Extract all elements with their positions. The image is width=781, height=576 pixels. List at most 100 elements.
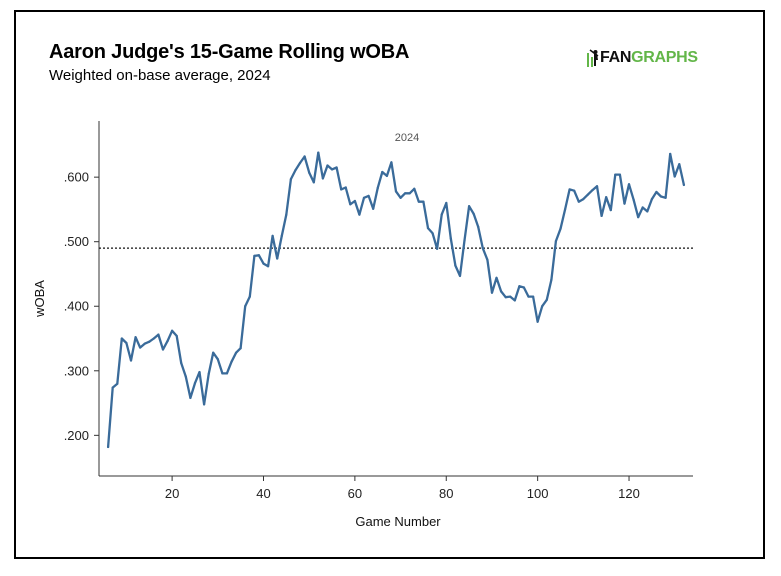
data-point — [618, 173, 621, 176]
data-point — [184, 375, 187, 378]
data-points — [107, 151, 685, 449]
data-point — [632, 198, 635, 201]
data-point — [161, 348, 165, 351]
data-point — [148, 340, 151, 343]
data-point — [125, 341, 128, 345]
data-point — [468, 205, 471, 208]
data-point — [509, 295, 512, 298]
data-point — [335, 166, 338, 169]
data-point — [344, 186, 347, 189]
data-point — [175, 334, 178, 338]
data-point — [536, 320, 539, 323]
y-tick-label: .400 — [64, 299, 89, 314]
data-point — [166, 340, 169, 343]
chart-frame — [14, 10, 765, 559]
data-point — [531, 295, 535, 298]
x-tick-label: 80 — [439, 486, 453, 501]
data-point — [216, 358, 219, 361]
data-point — [367, 194, 370, 197]
data-point — [545, 298, 548, 301]
x-axis-label: Game Number — [355, 514, 441, 529]
x-tick-label: 100 — [527, 486, 549, 501]
data-point — [623, 202, 626, 205]
data-point — [253, 254, 256, 257]
data-point — [326, 164, 329, 167]
data-point — [449, 237, 452, 240]
data-point — [586, 193, 590, 196]
data-point — [440, 213, 443, 216]
data-point — [308, 171, 311, 174]
data-point — [244, 305, 247, 308]
data-point — [234, 351, 238, 354]
data-point — [641, 206, 644, 209]
data-point — [340, 188, 343, 191]
data-point — [266, 265, 270, 268]
data-point — [659, 195, 663, 198]
data-point — [280, 234, 283, 237]
data-point — [445, 201, 448, 205]
data-point — [527, 295, 530, 298]
data-point — [257, 254, 261, 257]
data-point — [294, 168, 297, 172]
data-point — [595, 185, 599, 188]
data-point — [664, 196, 667, 199]
data-point — [212, 351, 215, 354]
data-point — [463, 239, 466, 242]
x-tick-label: 60 — [348, 486, 362, 501]
data-point — [399, 196, 402, 199]
data-point — [385, 174, 388, 177]
data-point — [381, 170, 384, 174]
data-point — [129, 359, 133, 362]
data-point — [139, 346, 142, 349]
data-point — [107, 445, 110, 449]
y-tick-label: .500 — [64, 234, 89, 249]
data-point — [239, 347, 242, 350]
data-point — [554, 239, 558, 243]
data-point — [134, 336, 137, 339]
data-point — [673, 175, 676, 178]
y-tick-label: .200 — [64, 428, 89, 443]
data-point — [271, 234, 274, 237]
data-point — [522, 286, 526, 289]
data-point — [614, 173, 617, 176]
data-point — [413, 187, 416, 190]
data-point — [207, 372, 210, 376]
batter-logo-icon — [587, 49, 599, 67]
data-point — [495, 276, 498, 279]
logo-text-fan: FAN — [600, 49, 632, 66]
data-point — [404, 192, 407, 195]
data-point — [376, 187, 379, 190]
data-point — [417, 200, 420, 203]
data-point — [285, 213, 288, 216]
data-point — [230, 360, 233, 363]
y-ticks: .200 .300 .400 .500 .600 — [64, 170, 99, 443]
series-annotation: 2024 — [395, 132, 419, 144]
data-point — [202, 403, 206, 406]
data-point — [193, 381, 197, 385]
data-point — [394, 190, 398, 193]
data-point — [298, 161, 302, 165]
logo-text-graphs: GRAPHS — [631, 49, 698, 66]
x-ticks: 20 40 60 80 100 120 — [165, 476, 640, 501]
data-point — [669, 152, 672, 156]
data-point — [221, 372, 224, 375]
data-point — [198, 370, 201, 374]
data-point — [458, 274, 462, 278]
data-point — [426, 227, 430, 230]
data-point — [486, 258, 489, 261]
data-point — [330, 168, 334, 171]
data-point — [317, 151, 320, 154]
data-point — [303, 155, 306, 158]
x-tick-label: 20 — [165, 486, 179, 501]
data-point — [627, 183, 631, 186]
data-point — [591, 188, 594, 192]
data-point — [353, 199, 356, 203]
series-line-2024 — [106, 151, 686, 449]
data-point — [289, 177, 293, 181]
data-point — [120, 337, 123, 340]
chart-title: Aaron Judge's 15-Game Rolling wOBA — [49, 41, 410, 63]
data-point — [600, 214, 603, 217]
data-point — [518, 285, 521, 288]
data-point — [312, 181, 315, 184]
